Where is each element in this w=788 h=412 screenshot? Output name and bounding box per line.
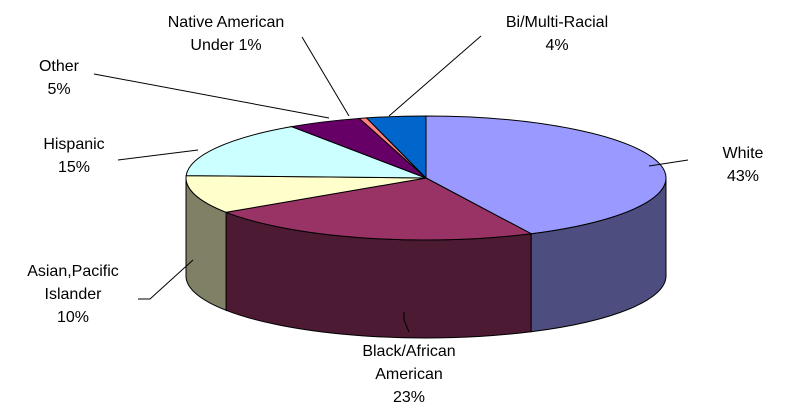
slice-label-other: Other 5%	[39, 58, 80, 98]
leader-line-native	[301, 36, 350, 117]
leader-lines	[93, 35, 689, 333]
slice-label-multi: Bi/Multi-Racial 4%	[506, 14, 608, 54]
slice-label-asian: Asian,Pacific Islander 10%	[27, 263, 119, 326]
leader-line-other	[93, 73, 330, 119]
pie-slice-asian	[185, 175, 427, 213]
leader-line-asian	[138, 259, 194, 300]
pie-slice-hispanic	[185, 126, 427, 179]
slice-label-hispanic: Hispanic 15%	[43, 136, 104, 176]
leader-line-black	[403, 312, 410, 333]
pie-slice-multi	[365, 115, 427, 180]
slice-label-native: Native American Under 1%	[168, 14, 285, 54]
pie-sides	[185, 177, 667, 339]
pie-slice-black	[224, 177, 533, 241]
slice-label-white: White 43%	[723, 145, 764, 185]
leader-line-hispanic	[117, 149, 199, 161]
pie-tops	[185, 115, 667, 241]
leader-line-multi	[388, 35, 482, 117]
leader-line-white	[648, 159, 689, 167]
slice-labels: White 43% Black/African American 23% Asian,Pa…	[27, 14, 763, 406]
slice-label-black: Black/African American 23%	[362, 343, 455, 406]
